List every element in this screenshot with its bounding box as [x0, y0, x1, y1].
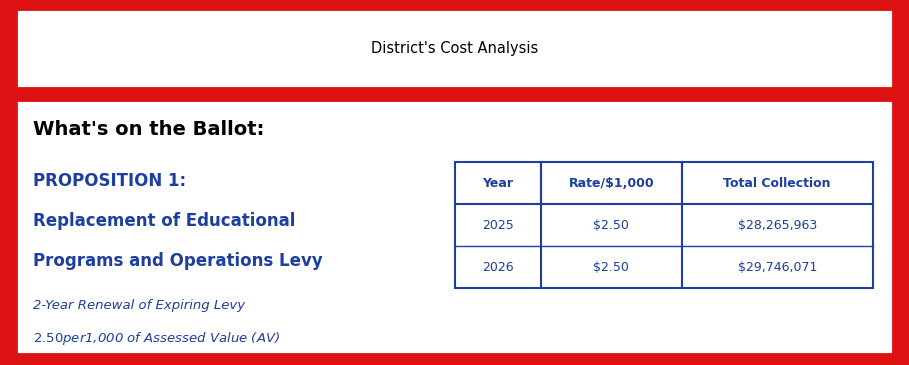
Text: 2-Year Renewal of Expiring Levy: 2-Year Renewal of Expiring Levy	[33, 299, 245, 312]
Text: $2.50: $2.50	[594, 261, 629, 274]
Text: $2.50 per $1,000 of Assessed Value (AV): $2.50 per $1,000 of Assessed Value (AV)	[33, 330, 280, 347]
Text: District's Cost Analysis: District's Cost Analysis	[371, 41, 538, 56]
FancyBboxPatch shape	[454, 162, 873, 288]
Text: Rate/$1,000: Rate/$1,000	[568, 177, 654, 190]
Text: $28,265,963: $28,265,963	[737, 219, 817, 232]
Text: Programs and Operations Levy: Programs and Operations Levy	[33, 252, 323, 270]
Text: $2.50: $2.50	[594, 219, 629, 232]
Text: Year: Year	[482, 177, 514, 190]
Text: Replacement of Educational: Replacement of Educational	[33, 212, 295, 230]
Text: Total Collection: Total Collection	[724, 177, 831, 190]
Text: $29,746,071: $29,746,071	[737, 261, 817, 274]
FancyBboxPatch shape	[16, 9, 893, 88]
Text: 2025: 2025	[482, 219, 514, 232]
Text: PROPOSITION 1:: PROPOSITION 1:	[33, 172, 185, 189]
FancyBboxPatch shape	[16, 100, 893, 354]
Text: 2026: 2026	[482, 261, 514, 274]
Text: What's on the Ballot:: What's on the Ballot:	[33, 120, 265, 139]
